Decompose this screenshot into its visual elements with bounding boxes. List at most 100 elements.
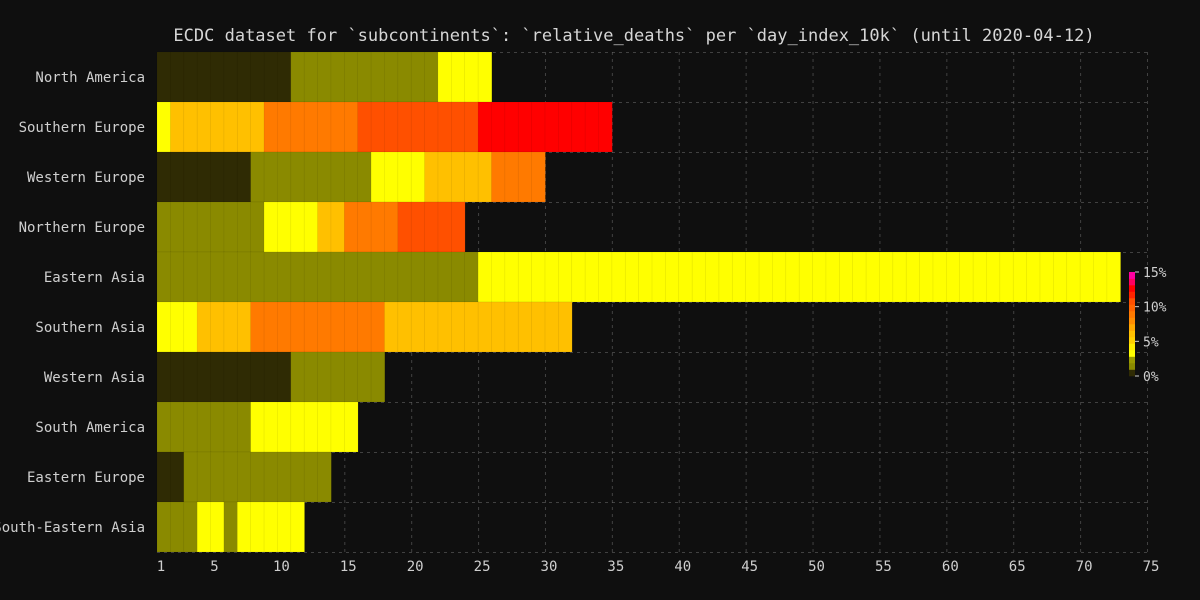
heatmap-cell	[370, 51, 386, 103]
colorbar-label: 5%	[1143, 335, 1159, 350]
heatmap-cell	[156, 501, 172, 553]
heatmap-cell	[183, 251, 198, 303]
heatmap-cell	[905, 251, 921, 303]
heatmap-cell	[451, 51, 466, 103]
heatmap-cell	[584, 101, 600, 153]
heatmap-cell	[277, 451, 292, 503]
heatmap-cell	[424, 251, 439, 303]
heatmap-cell	[384, 301, 399, 353]
heatmap-cell	[343, 151, 359, 203]
heatmap-cell	[156, 151, 172, 203]
heatmap-cell	[571, 101, 586, 153]
heatmap-cell	[330, 151, 345, 203]
heatmap-cell	[946, 251, 961, 303]
heatmap-cell	[1106, 251, 1121, 303]
heatmap-cell	[303, 451, 319, 503]
heatmap-cell	[571, 251, 586, 303]
y-axis-label: Northern Europe	[19, 220, 145, 236]
heatmap-cell	[397, 301, 412, 353]
heatmap-cell	[330, 51, 345, 103]
heatmap-cell	[170, 201, 185, 253]
x-axis-tick-label: 60	[942, 559, 959, 575]
heatmap-cell	[491, 151, 506, 203]
heatmap-cell	[410, 151, 426, 203]
heatmap-cell	[156, 451, 172, 503]
heatmap-cell	[236, 101, 252, 153]
heatmap-cell	[1093, 251, 1108, 303]
heatmap-cell	[210, 251, 225, 303]
heatmap-cell	[437, 101, 453, 153]
heatmap-cell	[210, 301, 225, 353]
heatmap-cell	[303, 51, 319, 103]
heatmap-cell	[544, 101, 560, 153]
heatmap-cell	[277, 401, 292, 453]
heatmap-cell	[558, 101, 573, 153]
heatmap-cell	[223, 451, 238, 503]
heatmap-cell	[424, 51, 439, 103]
heatmap-cell	[477, 101, 493, 153]
heatmap-cell	[236, 251, 252, 303]
heatmap-cell	[183, 51, 198, 103]
heatmap-cell	[183, 351, 198, 403]
heatmap-cell	[277, 351, 292, 403]
y-axis-label: Western Asia	[44, 370, 145, 386]
x-axis-tick-label: 45	[741, 559, 758, 575]
y-axis-label: South-Eastern Asia	[0, 520, 145, 536]
heatmap-cell	[303, 201, 319, 253]
x-axis-tick-label: 50	[808, 559, 825, 575]
heatmap-cell	[183, 301, 198, 353]
heatmap-cell	[250, 51, 265, 103]
heatmap-cell	[772, 251, 787, 303]
heatmap-cell	[277, 251, 292, 303]
heatmap-cell	[825, 251, 840, 303]
colorbar-label: 0%	[1143, 370, 1159, 385]
heatmap-cell	[424, 301, 439, 353]
heatmap-cell	[210, 501, 225, 553]
colorbar-swatch	[1129, 350, 1135, 357]
heatmap-cell	[183, 151, 198, 203]
heatmap-cell	[250, 201, 265, 253]
heatmap-cell	[798, 251, 814, 303]
heatmap-cell	[384, 101, 399, 153]
y-axis-label: Eastern Europe	[27, 470, 145, 486]
heatmap-cell	[196, 151, 212, 203]
heatmap-cell	[223, 201, 238, 253]
x-axis-tick-label: 65	[1009, 559, 1026, 575]
heatmap-cell	[932, 251, 948, 303]
heatmap-cell	[236, 51, 252, 103]
heatmap-cell	[317, 51, 332, 103]
heatmap-cell	[290, 201, 305, 253]
heatmap-cell	[477, 301, 493, 353]
heatmap-cell	[731, 251, 747, 303]
heatmap-cell	[357, 351, 372, 403]
heatmap-cell	[210, 101, 225, 153]
heatmap-cell	[451, 251, 466, 303]
x-axis-tick-label: 70	[1076, 559, 1093, 575]
heatmap-cell	[223, 101, 238, 153]
x-axis-tick-label: 10	[273, 559, 290, 575]
heatmap-cell	[183, 451, 198, 503]
heatmap-cell	[598, 251, 613, 303]
heatmap-cell	[919, 251, 934, 303]
heatmap-cell	[1039, 251, 1055, 303]
heatmap-cell	[397, 51, 412, 103]
heatmap-cell	[531, 251, 546, 303]
heatmap-cell	[598, 101, 613, 153]
heatmap-cell	[290, 351, 305, 403]
heatmap-cell	[303, 301, 319, 353]
heatmap-cell	[558, 301, 573, 353]
colorbar-swatch	[1129, 291, 1135, 299]
heatmap-cell	[223, 251, 238, 303]
heatmap-cell	[531, 101, 546, 153]
heatmap-cell	[464, 251, 479, 303]
heatmap-cell	[170, 51, 185, 103]
heatmap-cell	[397, 101, 412, 153]
heatmap-cell	[464, 101, 479, 153]
heatmap-cell	[303, 351, 319, 403]
heatmap-cell	[812, 251, 827, 303]
heatmap-cell	[879, 251, 894, 303]
heatmap-cell	[290, 51, 305, 103]
heatmap-cell	[236, 451, 252, 503]
x-axis-tick-label: 40	[674, 559, 691, 575]
heatmap-cell	[263, 201, 279, 253]
